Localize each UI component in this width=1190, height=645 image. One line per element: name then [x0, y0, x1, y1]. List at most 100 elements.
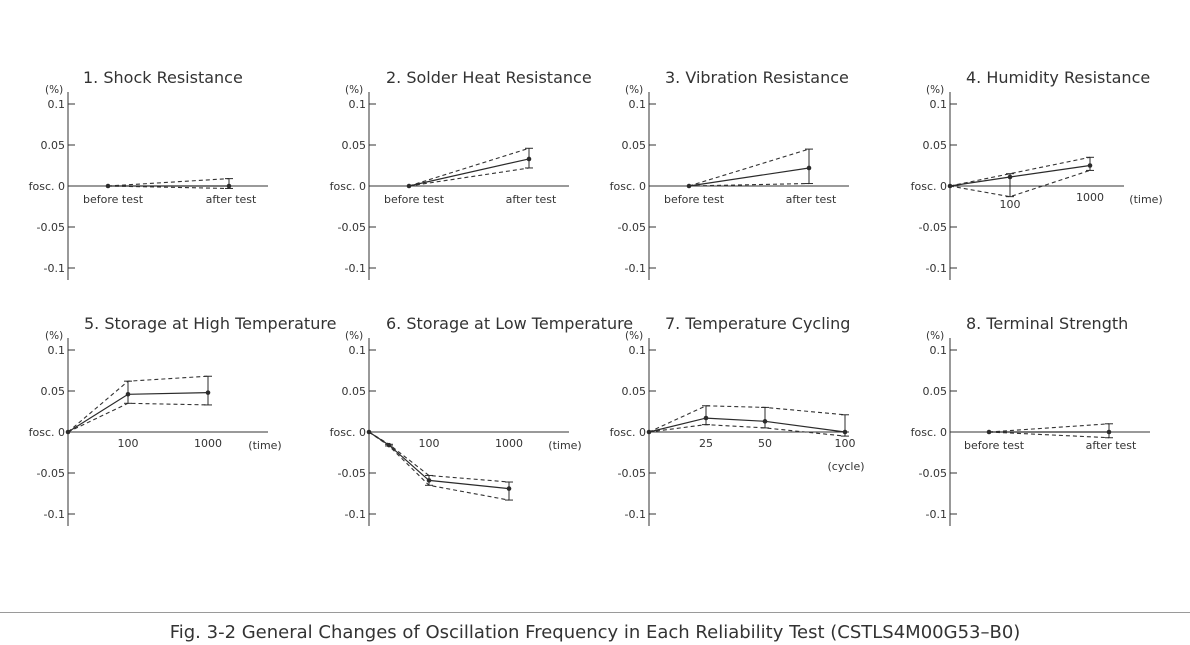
- data-point: [65, 429, 71, 435]
- data-point: [986, 429, 992, 435]
- chart-panel-4: 4. Humidity Resistance (%) 0.1 0.05 fosc. 0 -…: [911, 68, 1163, 280]
- y-tick-label: -0.1: [926, 262, 947, 275]
- mean-line: [67, 392, 209, 433]
- caption-divider: [0, 612, 1190, 613]
- data-point: [947, 183, 953, 189]
- y-tick-label: -0.05: [919, 467, 947, 480]
- data-point: [686, 183, 692, 189]
- y-tick-label: 0.05: [342, 139, 367, 152]
- y-tick-label: 0.05: [342, 385, 367, 398]
- x-tick-label: 50: [758, 437, 772, 450]
- lower-bound-line: [988, 431, 1110, 439]
- data-point: [506, 486, 512, 491]
- lower-bound-line: [67, 402, 209, 433]
- y-tick-label: 0.1: [349, 344, 367, 357]
- data-point: [386, 442, 392, 448]
- data-point: [526, 156, 532, 162]
- lower-bound-line: [688, 182, 810, 187]
- x-tick-label: after test: [206, 193, 257, 206]
- mean-line: [368, 431, 510, 490]
- x-tick-label: after test: [506, 193, 557, 206]
- y-unit-label: (%): [345, 330, 363, 342]
- x-tick-label: 1000: [1076, 191, 1104, 204]
- data-point: [703, 415, 709, 421]
- y-tick-label: 0.1: [930, 344, 948, 357]
- y-tick-label: -0.05: [338, 221, 366, 234]
- data-point: [205, 390, 211, 395]
- x-tick-label: before test: [664, 193, 725, 206]
- data-point: [762, 419, 768, 424]
- reliability-charts: 1. Shock Resistance (%) 0.1 0.05 fosc. 0 -0.0…: [29, 68, 1163, 526]
- y-tick-label: 0.05: [41, 139, 66, 152]
- x-unit-label: (time): [548, 439, 581, 452]
- x-tick-label: before test: [83, 193, 144, 206]
- y-tick-label: 0.05: [41, 385, 66, 398]
- x-tick-label: 1000: [194, 437, 222, 450]
- chart-panel-1: 1. Shock Resistance (%) 0.1 0.05 fosc. 0 -0.0…: [29, 68, 268, 280]
- x-tick-label: 25: [699, 437, 713, 450]
- y-tick-label: -0.1: [625, 508, 646, 521]
- lower-bound-line: [408, 167, 530, 187]
- data-point: [125, 391, 131, 397]
- mean-line: [688, 167, 810, 187]
- mean-line: [949, 164, 1091, 187]
- upper-bound-line: [368, 431, 510, 483]
- data-point: [426, 478, 432, 483]
- chart-title: 1. Shock Resistance: [83, 68, 243, 87]
- y-unit-label: (%): [345, 84, 363, 96]
- y-tick-label: 0.1: [48, 344, 66, 357]
- chart-title: 6. Storage at Low Temperature: [386, 314, 633, 333]
- y-tick-label: 0.05: [923, 385, 948, 398]
- data-point: [406, 183, 412, 189]
- y-tick-label: -0.1: [44, 508, 65, 521]
- chart-panel-3: 3. Vibration Resistance (%) 0.1 0.05 fosc. 0…: [610, 68, 849, 280]
- x-tick-label: before test: [964, 439, 1025, 452]
- y-tick-label: fosc. 0: [610, 426, 646, 439]
- y-unit-label: (%): [625, 330, 643, 342]
- y-tick-label: 0.05: [622, 139, 647, 152]
- y-tick-label: -0.1: [926, 508, 947, 521]
- data-point: [646, 429, 652, 435]
- chart-title: 8. Terminal Strength: [966, 314, 1128, 333]
- y-tick-label: -0.1: [345, 508, 366, 521]
- data-point: [806, 165, 812, 171]
- y-tick-label: fosc. 0: [610, 180, 646, 193]
- y-tick-label: fosc. 0: [911, 180, 947, 193]
- y-tick-label: -0.1: [44, 262, 65, 275]
- y-tick-label: -0.05: [37, 467, 65, 480]
- y-tick-label: 0.1: [349, 98, 367, 111]
- x-unit-label: (time): [1129, 193, 1162, 206]
- chart-panel-5: 5. Storage at High Temperature (%) 0.1 0.05…: [29, 314, 336, 526]
- y-tick-label: 0.1: [629, 98, 647, 111]
- upper-bound-line: [107, 178, 230, 187]
- y-tick-label: -0.1: [625, 262, 646, 275]
- y-tick-label: -0.05: [618, 221, 646, 234]
- upper-bound-line: [988, 423, 1110, 433]
- y-tick-label: fosc. 0: [330, 426, 366, 439]
- chart-title: 3. Vibration Resistance: [665, 68, 849, 87]
- x-tick-label: 100: [1000, 198, 1021, 211]
- figure-caption: Fig. 3-2 General Changes of Oscillation …: [169, 622, 1021, 643]
- y-tick-label: fosc. 0: [911, 426, 947, 439]
- y-unit-label: (%): [926, 84, 944, 96]
- upper-bound-line: [688, 148, 810, 187]
- x-unit-label: (time): [248, 439, 281, 452]
- y-unit-label: (%): [926, 330, 944, 342]
- y-tick-label: -0.05: [338, 467, 366, 480]
- data-point: [1007, 174, 1013, 180]
- chart-title: 2. Solder Heat Resistance: [386, 68, 592, 87]
- upper-bound-line: [648, 405, 846, 433]
- x-tick-label: 100: [419, 437, 440, 450]
- data-point: [226, 183, 232, 189]
- y-tick-label: 0.05: [923, 139, 948, 152]
- x-tick-label: 1000: [495, 437, 523, 450]
- x-tick-label: after test: [786, 193, 837, 206]
- x-unit-label: (cycle): [827, 460, 864, 473]
- chart-panel-2: 2. Solder Heat Resistance (%) 0.1 0.05 fosc.…: [330, 68, 592, 280]
- x-tick-label: after test: [1086, 439, 1137, 452]
- y-tick-label: 0.05: [622, 385, 647, 398]
- chart-title: 7. Temperature Cycling: [665, 314, 850, 333]
- lower-bound-line: [949, 169, 1091, 198]
- lower-bound-line: [648, 424, 846, 437]
- y-tick-label: -0.05: [919, 221, 947, 234]
